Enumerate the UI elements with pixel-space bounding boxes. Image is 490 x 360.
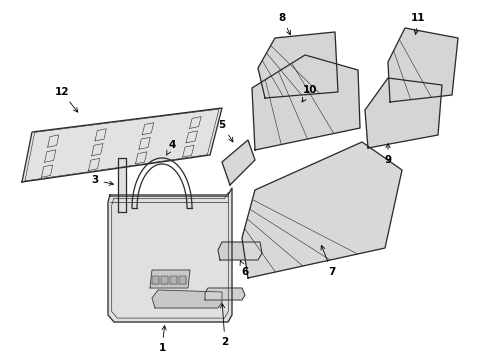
Polygon shape	[218, 242, 262, 260]
Polygon shape	[108, 188, 232, 322]
Polygon shape	[388, 28, 458, 102]
Polygon shape	[118, 158, 126, 212]
Text: 11: 11	[411, 13, 425, 34]
Text: 9: 9	[385, 144, 392, 165]
Text: 5: 5	[219, 120, 233, 142]
Polygon shape	[152, 290, 222, 308]
Polygon shape	[242, 142, 402, 278]
Text: 6: 6	[240, 261, 248, 277]
Polygon shape	[150, 270, 190, 288]
Bar	[152, 276, 159, 284]
Bar	[179, 276, 186, 284]
Text: 10: 10	[302, 85, 317, 102]
Text: 7: 7	[321, 246, 336, 277]
Polygon shape	[365, 78, 442, 148]
Polygon shape	[205, 288, 245, 300]
Text: 12: 12	[55, 87, 78, 112]
Bar	[170, 276, 177, 284]
Text: 4: 4	[167, 140, 176, 155]
Polygon shape	[258, 32, 338, 98]
Text: 3: 3	[91, 175, 113, 185]
Text: 8: 8	[278, 13, 291, 35]
Polygon shape	[22, 108, 222, 182]
Bar	[161, 276, 168, 284]
Polygon shape	[222, 140, 255, 185]
Text: 2: 2	[220, 304, 229, 347]
Text: 1: 1	[158, 326, 166, 353]
Polygon shape	[252, 55, 360, 150]
